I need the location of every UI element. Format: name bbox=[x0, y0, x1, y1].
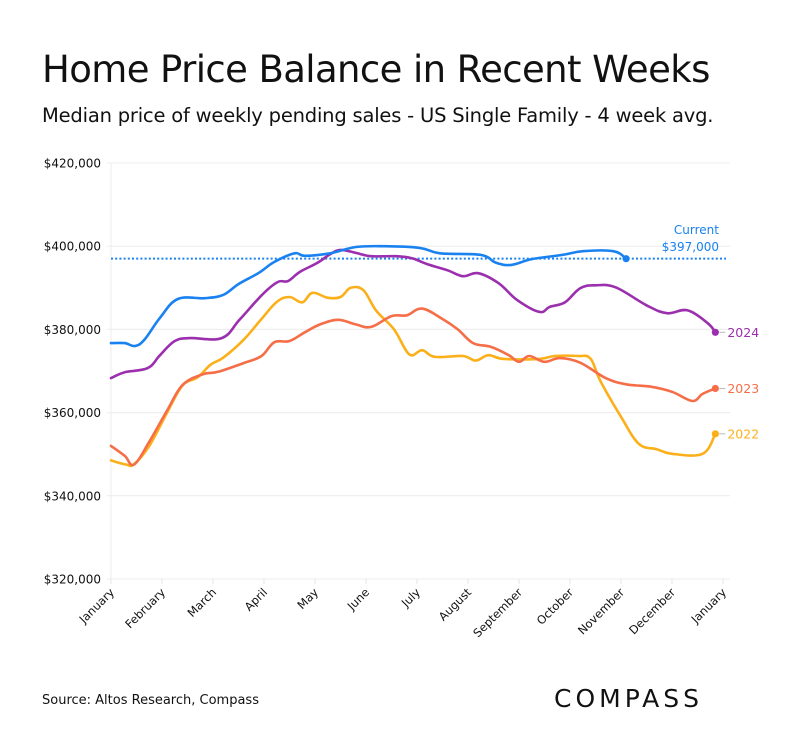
x-tick-label: June bbox=[344, 585, 372, 613]
y-tick-label: $340,000 bbox=[44, 489, 101, 503]
source-note: Source: Altos Research, Compass bbox=[42, 693, 259, 708]
series-line-2022 bbox=[109, 285, 717, 468]
gridlines bbox=[107, 162, 730, 583]
y-tick-label: $320,000 bbox=[44, 573, 101, 587]
y-tick-label: $380,000 bbox=[44, 323, 101, 337]
x-tick-label: March bbox=[184, 585, 219, 620]
series-end-marker-2024 bbox=[711, 328, 719, 336]
reference-label-title: Current bbox=[674, 223, 719, 237]
series-end-marker-current bbox=[622, 255, 630, 263]
series-end-label-2023: 2023 bbox=[727, 381, 759, 396]
x-axis: January February March April May June July Augu… bbox=[76, 579, 730, 640]
x-tick-label: May bbox=[294, 585, 321, 612]
y-tick-label: $420,000 bbox=[44, 157, 101, 171]
series-line-2023 bbox=[109, 307, 717, 467]
reference-label-value: $397,000 bbox=[662, 240, 719, 254]
x-tick-label: August bbox=[436, 585, 475, 624]
series-lines: 2022 2023 2024 bbox=[109, 244, 759, 468]
series-line-2024 bbox=[109, 248, 717, 380]
series-end-marker-2023 bbox=[711, 384, 719, 393]
x-tick-label: September bbox=[470, 585, 525, 640]
chart-subtitle: Median price of weekly pending sales - U… bbox=[42, 104, 714, 127]
x-tick-label: November bbox=[575, 585, 627, 637]
x-tick-label: January bbox=[688, 585, 730, 627]
y-tick-label: $400,000 bbox=[44, 240, 101, 254]
series-line-current bbox=[109, 244, 628, 348]
chart-title: Home Price Balance in Recent Weeks bbox=[42, 48, 710, 91]
series-end-label-2022: 2022 bbox=[727, 426, 759, 441]
x-tick-label: July bbox=[398, 585, 423, 610]
x-tick-label: April bbox=[242, 585, 270, 613]
series-end-label-2024: 2024 bbox=[727, 325, 759, 340]
y-axis: $320,000 $340,000 $360,000 $380,000 $400,000… bbox=[44, 157, 101, 587]
x-tick-label: October bbox=[534, 585, 577, 628]
x-tick-label: December bbox=[626, 585, 678, 637]
series-end-marker-2022 bbox=[711, 430, 719, 438]
reference-line: Current $397,000 bbox=[111, 223, 726, 260]
x-tick-label: February bbox=[122, 585, 168, 631]
y-tick-label: $360,000 bbox=[44, 406, 101, 420]
compass-logo: COMPASS bbox=[554, 684, 704, 713]
x-tick-label: January bbox=[76, 585, 118, 627]
